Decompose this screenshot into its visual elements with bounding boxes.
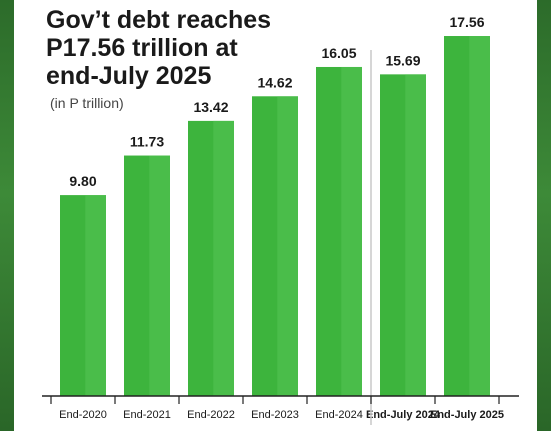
bar-shade-6 — [469, 36, 490, 397]
chart-subtitle: (in P trillion) — [50, 95, 124, 111]
chart-panel: Gov’t debt reaches P17.56 trillion at en… — [14, 0, 537, 431]
category-label-3: End-2023 — [251, 409, 299, 421]
chart-title-line-3: end-July 2025 — [46, 62, 212, 90]
chart-title: Gov’t debt reaches P17.56 trillion at en… — [46, 6, 271, 90]
category-label-4: End-2024 — [315, 409, 363, 421]
category-label-6: End-July 2025 — [430, 409, 504, 421]
bar-shade-2 — [213, 120, 234, 396]
bar-shade-1 — [149, 155, 170, 396]
bar-shade-3 — [277, 96, 298, 396]
bar-shade-4 — [341, 66, 362, 396]
category-label-0: End-2020 — [59, 409, 107, 421]
chart-title-line-2: P17.56 trillion at — [46, 34, 238, 62]
bar-chart: 9.80 End-2020 11.73 End-2021 13.42 End-2022 14… — [42, 14, 519, 425]
value-label-2: 13.42 — [193, 99, 228, 115]
chart-title-line-1: Gov’t debt reaches — [46, 6, 272, 34]
category-label-1: End-2021 — [123, 409, 171, 421]
value-label-6: 17.56 — [449, 14, 484, 30]
value-label-0: 9.80 — [69, 173, 96, 189]
left-background-edge — [0, 0, 14, 431]
value-label-4: 16.05 — [321, 45, 356, 61]
category-label-2: End-2022 — [187, 409, 235, 421]
bar-shade-5 — [405, 74, 426, 396]
value-label-3: 14.62 — [257, 74, 292, 90]
value-label-1: 11.73 — [130, 134, 164, 150]
right-background-edge — [537, 0, 551, 431]
category-label-5: End-July 2024 — [366, 409, 441, 421]
bar-shade-0 — [85, 195, 106, 396]
value-label-5: 15.69 — [385, 52, 420, 68]
